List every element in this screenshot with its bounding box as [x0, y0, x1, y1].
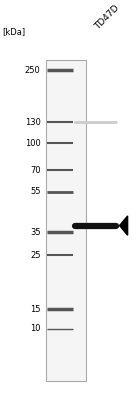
- Text: 15: 15: [30, 305, 41, 314]
- Text: [kDa]: [kDa]: [2, 27, 25, 36]
- Text: 25: 25: [30, 251, 41, 260]
- Text: 35: 35: [30, 228, 41, 237]
- FancyBboxPatch shape: [46, 60, 86, 381]
- Polygon shape: [120, 216, 128, 235]
- Text: 70: 70: [30, 166, 41, 175]
- Text: 100: 100: [25, 139, 41, 148]
- Text: 130: 130: [25, 118, 41, 127]
- Text: TD47D: TD47D: [93, 4, 121, 32]
- Text: 55: 55: [30, 187, 41, 196]
- Text: 250: 250: [25, 66, 41, 74]
- Text: 10: 10: [30, 324, 41, 333]
